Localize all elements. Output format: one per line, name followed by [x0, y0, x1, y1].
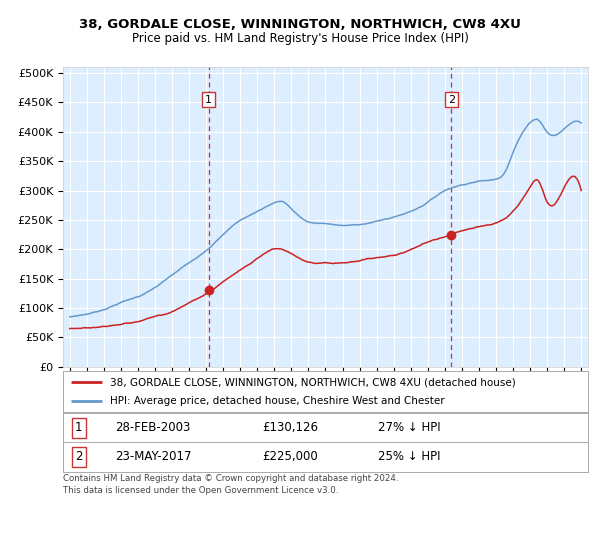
Text: 25% ↓ HPI: 25% ↓ HPI — [378, 450, 440, 464]
Text: HPI: Average price, detached house, Cheshire West and Chester: HPI: Average price, detached house, Ches… — [110, 396, 445, 405]
Text: 2: 2 — [448, 95, 455, 105]
Text: 28-FEB-2003: 28-FEB-2003 — [115, 421, 191, 435]
Text: 38, GORDALE CLOSE, WINNINGTON, NORTHWICH, CW8 4XU: 38, GORDALE CLOSE, WINNINGTON, NORTHWICH… — [79, 18, 521, 31]
Text: 2: 2 — [75, 450, 83, 464]
Text: 1: 1 — [205, 95, 212, 105]
Text: 27% ↓ HPI: 27% ↓ HPI — [378, 421, 440, 435]
Text: Contains HM Land Registry data © Crown copyright and database right 2024.
This d: Contains HM Land Registry data © Crown c… — [63, 474, 398, 495]
Text: 38, GORDALE CLOSE, WINNINGTON, NORTHWICH, CW8 4XU (detached house): 38, GORDALE CLOSE, WINNINGTON, NORTHWICH… — [110, 377, 516, 387]
Text: 1: 1 — [75, 421, 83, 435]
Text: £130,126: £130,126 — [263, 421, 319, 435]
Text: £225,000: £225,000 — [263, 450, 318, 464]
Text: Price paid vs. HM Land Registry's House Price Index (HPI): Price paid vs. HM Land Registry's House … — [131, 32, 469, 45]
Text: 23-MAY-2017: 23-MAY-2017 — [115, 450, 192, 464]
